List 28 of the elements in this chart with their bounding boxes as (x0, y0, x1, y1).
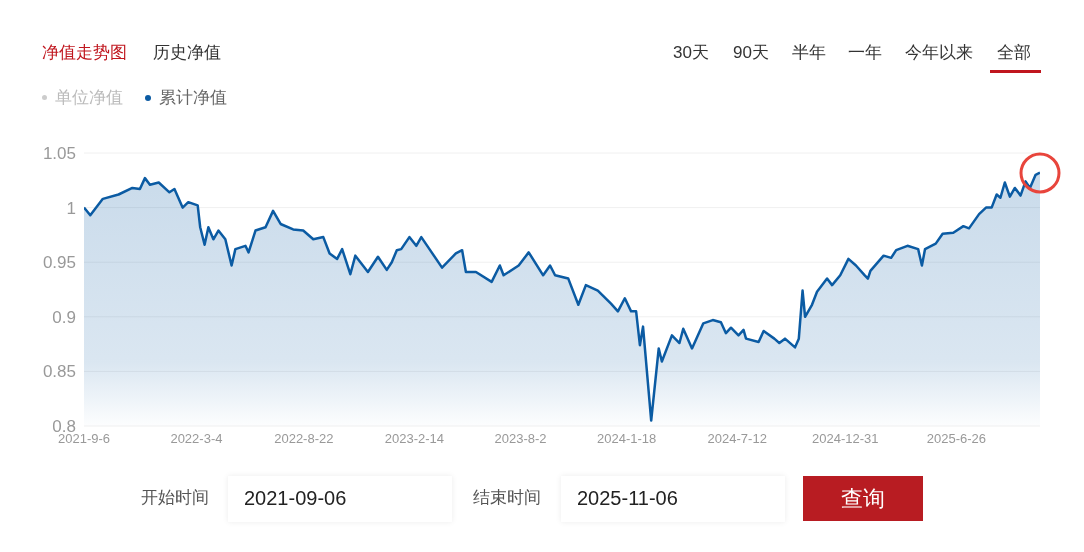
text: 30天 (673, 42, 709, 64)
text: 一年 (848, 42, 882, 64)
date-field: 2021-09-06 (228, 476, 452, 522)
text: 今年以来 (905, 42, 973, 64)
x-tick-label: 2025-6-26 (926, 431, 987, 447)
x-tick-label: 2024-12-31 (812, 431, 879, 447)
query-button: 查询 (803, 476, 923, 521)
y-tick-label: 1 (66, 198, 76, 218)
x-tick-label: 2023-8-2 (494, 431, 547, 447)
text: 全部 (997, 42, 1031, 64)
text: 半年 (792, 42, 826, 64)
text: 90天 (733, 42, 769, 64)
y-tick-label: 0.9 (52, 307, 76, 327)
legend-label: 累计净值 (159, 87, 227, 109)
y-tick-label: 1.05 (42, 144, 76, 164)
text: 结束时间 (473, 487, 541, 509)
x-tick-label: 2024-1-18 (597, 431, 657, 447)
y-tick-label: 0.85 (42, 362, 76, 382)
x-tick-label: 2024-7-12 (707, 431, 767, 447)
text: 开始时间 (141, 487, 209, 509)
x-tick-label: 2023-2-14 (384, 431, 445, 447)
date-field: 2025-11-06 (561, 476, 785, 522)
text: 单位净值 (55, 87, 123, 109)
y-tick-label: 0.95 (42, 253, 76, 273)
x-tick-label: 2022-3-4 (170, 431, 223, 447)
x-tick-label: 2022-8-22 (274, 431, 334, 447)
text: 历史净值 (153, 42, 221, 64)
text: 净值走势图 (42, 42, 127, 64)
